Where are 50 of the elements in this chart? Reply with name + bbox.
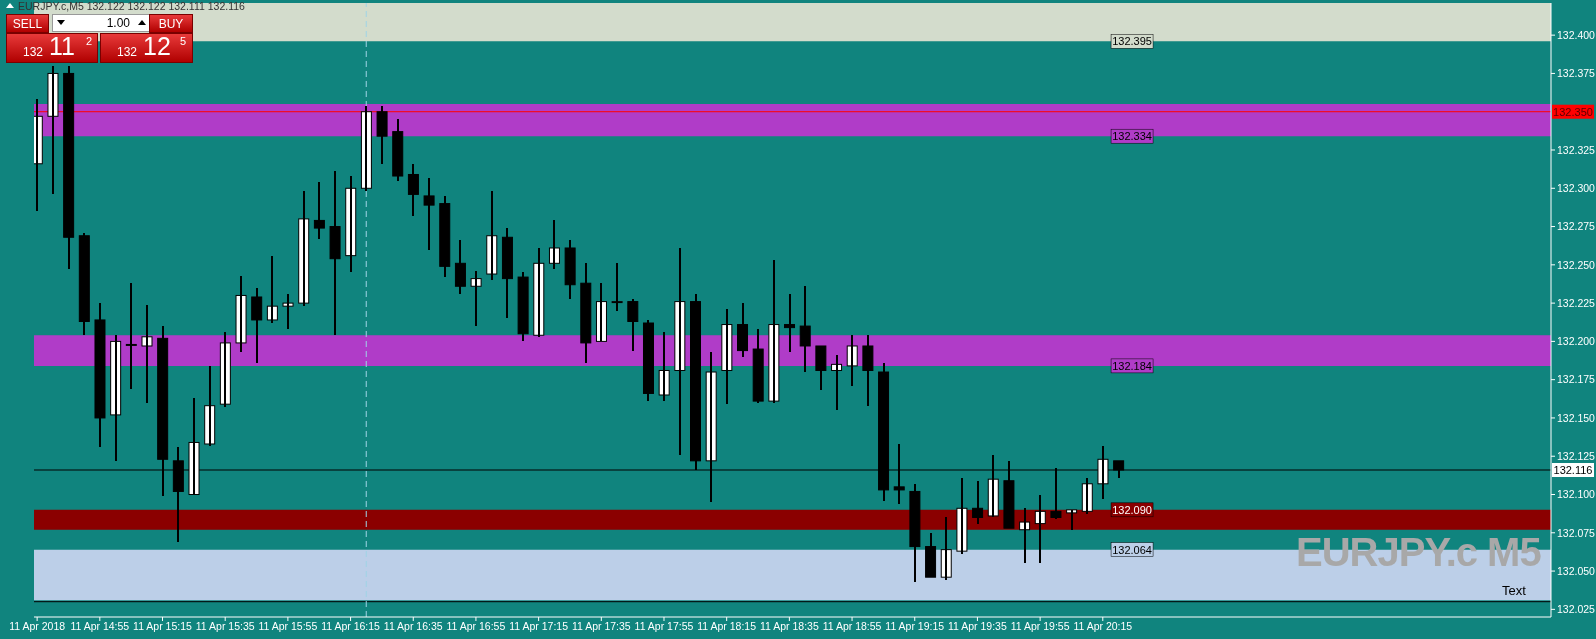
y-tick-label: 132.025	[1557, 603, 1596, 616]
annotation: 12	[143, 32, 171, 61]
x-tick-label: 11 Apr 18:35	[759, 620, 819, 633]
x-tick-label: 11 Apr 16:35	[383, 620, 443, 633]
annotation: 2	[86, 35, 93, 47]
x-tick-label: 11 Apr 14:55	[70, 620, 130, 633]
annotation: 132	[117, 45, 138, 59]
y-tick-label: 132.325	[1557, 143, 1596, 156]
y-tick-label: 132.050	[1557, 564, 1596, 577]
ref-line-label: 132.350	[1553, 105, 1593, 118]
x-tick-label: 11 Apr 17:15	[509, 620, 569, 633]
x-tick-label: 11 Apr 18:55	[822, 620, 882, 633]
y-tick-label: 132.250	[1557, 258, 1596, 271]
y-tick-label: 132.200	[1557, 335, 1596, 348]
ref-line-label: 132.116	[1553, 464, 1593, 477]
x-tick-label: 11 Apr 18:15	[697, 620, 757, 633]
y-tick-label: 132.225	[1557, 296, 1596, 309]
y-tick-label: 132.075	[1557, 526, 1596, 539]
x-tick-label: 11 Apr 15:35	[195, 620, 255, 633]
x-tick-label: 11 Apr 2018	[9, 620, 66, 633]
y-tick-label: 132.275	[1557, 220, 1596, 233]
x-tick-label: 11 Apr 17:55	[634, 620, 694, 633]
band-label: 132.395	[1112, 35, 1152, 48]
x-tick-label: 11 Apr 19:15	[885, 620, 945, 633]
x-tick-label: 11 Apr 15:55	[258, 620, 318, 633]
annotation: 11	[49, 32, 75, 61]
annotation: 5	[180, 35, 187, 47]
x-tick-label: 11 Apr 19:35	[948, 620, 1007, 633]
band-label: 132.090	[1112, 503, 1152, 516]
y-tick-label: 132.175	[1557, 373, 1596, 386]
annotation: BUY	[149, 14, 193, 33]
y-tick-label: 132.300	[1557, 182, 1596, 194]
y-tick-label: 132.375	[1557, 67, 1596, 80]
annotation: Text	[1502, 583, 1526, 598]
annotation: 1.00	[105, 16, 131, 30]
x-tick-label: 11 Apr 17:35	[571, 620, 631, 633]
x-tick-label: 11 Apr 19:55	[1010, 620, 1070, 633]
annotation: SELL	[6, 14, 49, 33]
y-tick-label: 132.150	[1557, 411, 1596, 424]
y-tick-label: 132.125	[1557, 449, 1596, 462]
x-tick-label: 11 Apr 20:15	[1073, 620, 1133, 633]
x-tick-label: 11 Apr 16:55	[446, 620, 506, 633]
band-label: 132.184	[1112, 359, 1152, 372]
x-tick-label: 11 Apr 16:15	[321, 620, 381, 633]
band-label: 132.064	[1112, 543, 1152, 556]
y-tick-label: 132.100	[1557, 488, 1596, 501]
x-tick-label: 11 Apr 15:15	[133, 620, 193, 633]
annotation: 132	[23, 45, 44, 59]
band-label: 132.334	[1112, 130, 1152, 143]
y-tick-label: 132.400	[1557, 28, 1596, 41]
